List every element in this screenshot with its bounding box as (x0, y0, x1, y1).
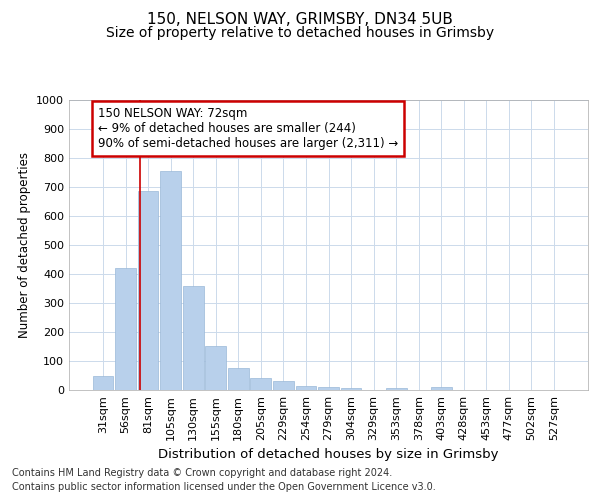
Bar (228, 368, 248, 390)
Bar (296, 386, 316, 390)
Bar (92, 376, 113, 390)
Bar (431, 387, 452, 390)
Bar (273, 382, 294, 390)
Bar (137, 192, 158, 390)
Bar (183, 286, 203, 390)
Y-axis label: Number of detached properties: Number of detached properties (17, 152, 31, 338)
Bar (205, 346, 226, 390)
Bar (318, 387, 339, 390)
Bar (386, 388, 407, 390)
Bar (160, 171, 181, 390)
Text: Size of property relative to detached houses in Grimsby: Size of property relative to detached ho… (106, 26, 494, 40)
Text: 150, NELSON WAY, GRIMSBY, DN34 5UB: 150, NELSON WAY, GRIMSBY, DN34 5UB (147, 12, 453, 28)
Bar (250, 378, 271, 390)
Bar (341, 388, 361, 390)
Bar (115, 268, 136, 390)
Text: Contains HM Land Registry data © Crown copyright and database right 2024.: Contains HM Land Registry data © Crown c… (12, 468, 392, 477)
Text: Contains public sector information licensed under the Open Government Licence v3: Contains public sector information licen… (12, 482, 436, 492)
X-axis label: Distribution of detached houses by size in Grimsby: Distribution of detached houses by size … (158, 448, 499, 462)
Text: 150 NELSON WAY: 72sqm
← 9% of detached houses are smaller (244)
90% of semi-deta: 150 NELSON WAY: 72sqm ← 9% of detached h… (98, 108, 398, 150)
